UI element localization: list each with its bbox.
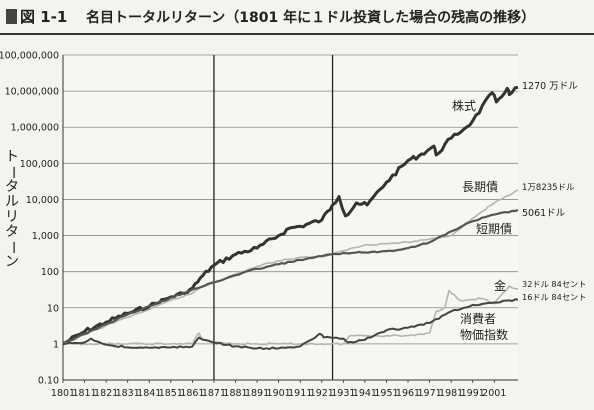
header-rule bbox=[0, 33, 594, 35]
y-tick-label: 10,000,000 bbox=[5, 87, 59, 98]
series-line bbox=[62, 285, 519, 346]
x-tick-label: 1911 bbox=[288, 388, 312, 399]
series-name-label: 物価指数 bbox=[460, 327, 508, 342]
series-end-label: 5061ドル bbox=[522, 208, 566, 219]
x-tick-label: 1821 bbox=[94, 388, 118, 399]
series-line bbox=[62, 85, 519, 346]
series-name-label: 消費者 bbox=[460, 311, 496, 326]
x-tick-label: 1941 bbox=[353, 388, 377, 399]
y-tick-label: 100 bbox=[41, 267, 59, 278]
y-tick-label: 0.10 bbox=[38, 376, 59, 387]
x-tick-label: 2001 bbox=[482, 388, 506, 399]
y-axis-label-char: タ bbox=[5, 179, 19, 195]
plot-area bbox=[63, 55, 518, 380]
y-tick-label: 10 bbox=[47, 303, 59, 314]
series-line bbox=[62, 298, 519, 350]
series-line bbox=[62, 209, 519, 345]
figure-number: 図 1-1 bbox=[20, 8, 68, 26]
x-tick-label: 1851 bbox=[159, 388, 183, 399]
series-end-label: 1270 万ドル bbox=[522, 81, 578, 92]
series-name-label: 短期債 bbox=[476, 221, 512, 236]
y-axis-label-char: タ bbox=[5, 224, 19, 240]
figure-marker bbox=[6, 9, 17, 24]
series-end-label: 1万8235ドル bbox=[522, 183, 575, 193]
y-axis-label: トータルリターン bbox=[3, 150, 21, 270]
x-tick-label: 1871 bbox=[202, 388, 226, 399]
y-axis-label-char: ル bbox=[5, 194, 19, 210]
series-name-label: 株式 bbox=[452, 98, 476, 113]
x-tick-label: 1931 bbox=[331, 388, 355, 399]
x-tick-label: 1831 bbox=[116, 388, 140, 399]
x-tick-label: 1841 bbox=[137, 388, 161, 399]
x-tick-label: 1971 bbox=[417, 388, 441, 399]
x-tick-label: 1811 bbox=[72, 388, 96, 399]
series-line bbox=[62, 189, 519, 345]
y-axis-label-char: ト bbox=[5, 149, 19, 165]
figure-header: 図 1-1 名目トータルリターン（1801 年に１ドル投資した場合の残高の推移） bbox=[0, 0, 594, 40]
y-tick-label: 1,000,000 bbox=[11, 123, 59, 134]
series-name-label: 長期債 bbox=[462, 179, 498, 194]
series-end-label: 16ドル 84セント bbox=[522, 292, 586, 302]
figure-title: 名目トータルリターン（1801 年に１ドル投資した場合の残高の推移） bbox=[86, 10, 536, 26]
y-axis-label-char: リ bbox=[5, 209, 19, 225]
series-name-label: 金 bbox=[494, 278, 506, 293]
x-tick-label: 1861 bbox=[180, 388, 204, 399]
x-tick-label: 1901 bbox=[267, 388, 291, 399]
y-axis-label-char: ン bbox=[5, 254, 19, 270]
y-tick-label: 10,000 bbox=[26, 195, 59, 206]
x-tick-label: 1961 bbox=[396, 388, 420, 399]
x-tick-label: 1981 bbox=[439, 388, 463, 399]
x-tick-label: 1991 bbox=[461, 388, 485, 399]
x-tick-label: 1891 bbox=[245, 388, 269, 399]
x-tick-label: 1801 bbox=[51, 388, 75, 399]
y-tick-label: 1 bbox=[53, 339, 59, 350]
x-tick-label: 1881 bbox=[223, 388, 247, 399]
x-tick-label: 1921 bbox=[310, 388, 334, 399]
y-tick-label: 1,000 bbox=[32, 231, 59, 242]
y-tick-label: 100,000,000 bbox=[0, 51, 59, 62]
x-tick-label: 1951 bbox=[374, 388, 398, 399]
series-end-label: 32ドル 84セント bbox=[522, 279, 586, 289]
y-tick-label: 100,000 bbox=[20, 159, 59, 170]
